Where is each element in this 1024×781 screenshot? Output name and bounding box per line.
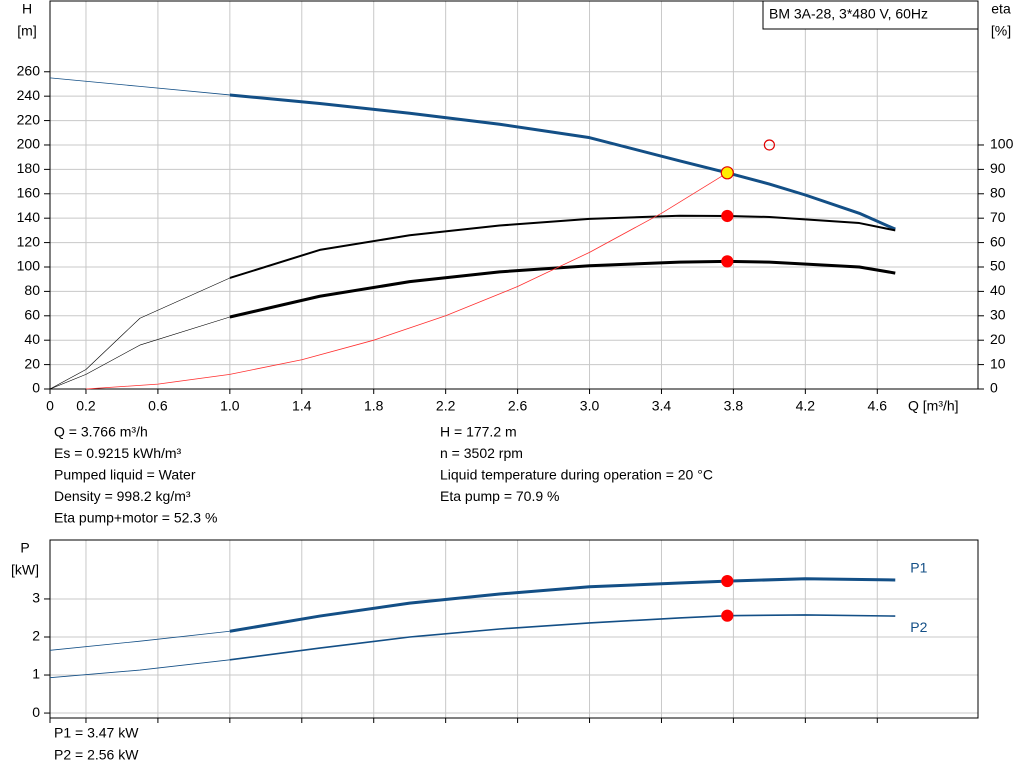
x-tick-label: 1.8 xyxy=(364,398,384,414)
x-tick-label: 1.4 xyxy=(292,398,312,414)
curve xyxy=(49,316,230,390)
y2-tick-label: 10 xyxy=(990,355,1006,371)
y2-tick-label: 30 xyxy=(990,306,1006,322)
plot-frame xyxy=(49,539,979,719)
y-tick-label: 180 xyxy=(17,160,41,176)
y-tick-label: 1 xyxy=(32,666,40,682)
operating-point xyxy=(721,609,734,622)
curve xyxy=(229,93,896,231)
x-tick-label: 2.2 xyxy=(436,398,456,414)
y-tick-label: 0 xyxy=(32,704,40,720)
y-axis-label: H xyxy=(22,1,32,17)
y2-tick-label: 0 xyxy=(990,380,998,396)
y-tick-label: 0 xyxy=(32,380,40,396)
x-tick-label: 0 xyxy=(46,398,54,414)
x-tick-label: 0.2 xyxy=(76,398,96,414)
info-text: Liquid temperature during operation = 20… xyxy=(440,467,713,483)
x-tick-label: 4.2 xyxy=(796,398,816,414)
y2-axis-label: eta xyxy=(991,1,1011,17)
curve xyxy=(49,630,230,651)
y-axis-label: [m] xyxy=(17,23,36,39)
operating-point xyxy=(720,166,734,180)
y-tick-label: 60 xyxy=(24,306,40,322)
y-tick-label: 2 xyxy=(32,628,40,644)
x-axis-label: Q [m³/h] xyxy=(908,398,959,414)
info-text: Density = 998.2 kg/m³ xyxy=(54,488,191,504)
info-text: n = 3502 rpm xyxy=(440,445,523,461)
y2-tick-label: 80 xyxy=(990,184,1006,200)
y-tick-label: 100 xyxy=(17,258,41,274)
y-axis-label: [kW] xyxy=(11,562,39,578)
x-tick-label: 1.0 xyxy=(220,398,240,414)
info-text: H = 177.2 m xyxy=(440,424,517,440)
power-text: P2 = 2.56 kW xyxy=(54,747,139,763)
y-tick-label: 120 xyxy=(17,233,41,249)
y2-tick-label: 40 xyxy=(990,282,1006,298)
curve xyxy=(49,277,230,390)
curve xyxy=(229,614,896,661)
y-tick-label: 200 xyxy=(17,136,41,152)
info-text: Pumped liquid = Water xyxy=(54,467,196,483)
y-tick-label: 80 xyxy=(24,282,40,298)
y2-tick-label: 70 xyxy=(990,209,1006,225)
title-box xyxy=(762,0,979,30)
y2-tick-label: 50 xyxy=(990,258,1006,274)
curve xyxy=(85,172,728,390)
y2-tick-label: 20 xyxy=(990,331,1006,347)
series-label: P1 xyxy=(910,560,927,576)
y-tick-label: 160 xyxy=(17,184,41,200)
y-tick-label: 3 xyxy=(32,590,40,606)
chart-title: BM 3A-28, 3*480 V, 60Hz xyxy=(769,6,928,22)
y2-tick-label: 60 xyxy=(990,233,1006,249)
curve xyxy=(229,577,896,633)
curve xyxy=(229,214,896,279)
y-tick-label: 140 xyxy=(17,209,41,225)
series-label: P2 xyxy=(910,619,927,635)
y2-axis-label: [%] xyxy=(991,23,1011,39)
operating-point xyxy=(721,574,734,588)
x-tick-label: 0.6 xyxy=(148,398,168,414)
y-tick-label: 20 xyxy=(24,355,40,371)
curve xyxy=(49,659,230,679)
info-text: Es = 0.9215 kWh/m³ xyxy=(54,445,182,461)
y-tick-label: 220 xyxy=(17,111,41,127)
y2-tick-label: 90 xyxy=(990,160,1006,176)
x-tick-label: 3.0 xyxy=(580,398,600,414)
y-axis-label: P xyxy=(20,540,29,556)
operating-point xyxy=(721,255,734,268)
curve xyxy=(49,77,230,96)
operating-point xyxy=(763,139,775,151)
x-tick-label: 4.6 xyxy=(868,398,888,414)
y-tick-label: 240 xyxy=(17,87,41,103)
curve xyxy=(229,259,896,319)
info-text: Eta pump = 70.9 % xyxy=(440,488,559,504)
y-tick-label: 260 xyxy=(17,62,41,78)
x-tick-label: 2.6 xyxy=(508,398,528,414)
info-text: Q = 3.766 m³/h xyxy=(54,424,148,440)
power-text: P1 = 3.47 kW xyxy=(54,725,139,741)
info-text: Eta pump+motor = 52.3 % xyxy=(54,510,217,526)
y-tick-label: 40 xyxy=(24,331,40,347)
plot-frame xyxy=(49,0,979,390)
y2-tick-label: 100 xyxy=(990,136,1014,152)
x-tick-label: 3.8 xyxy=(724,398,744,414)
operating-point xyxy=(721,209,734,223)
x-tick-label: 3.4 xyxy=(652,398,672,414)
